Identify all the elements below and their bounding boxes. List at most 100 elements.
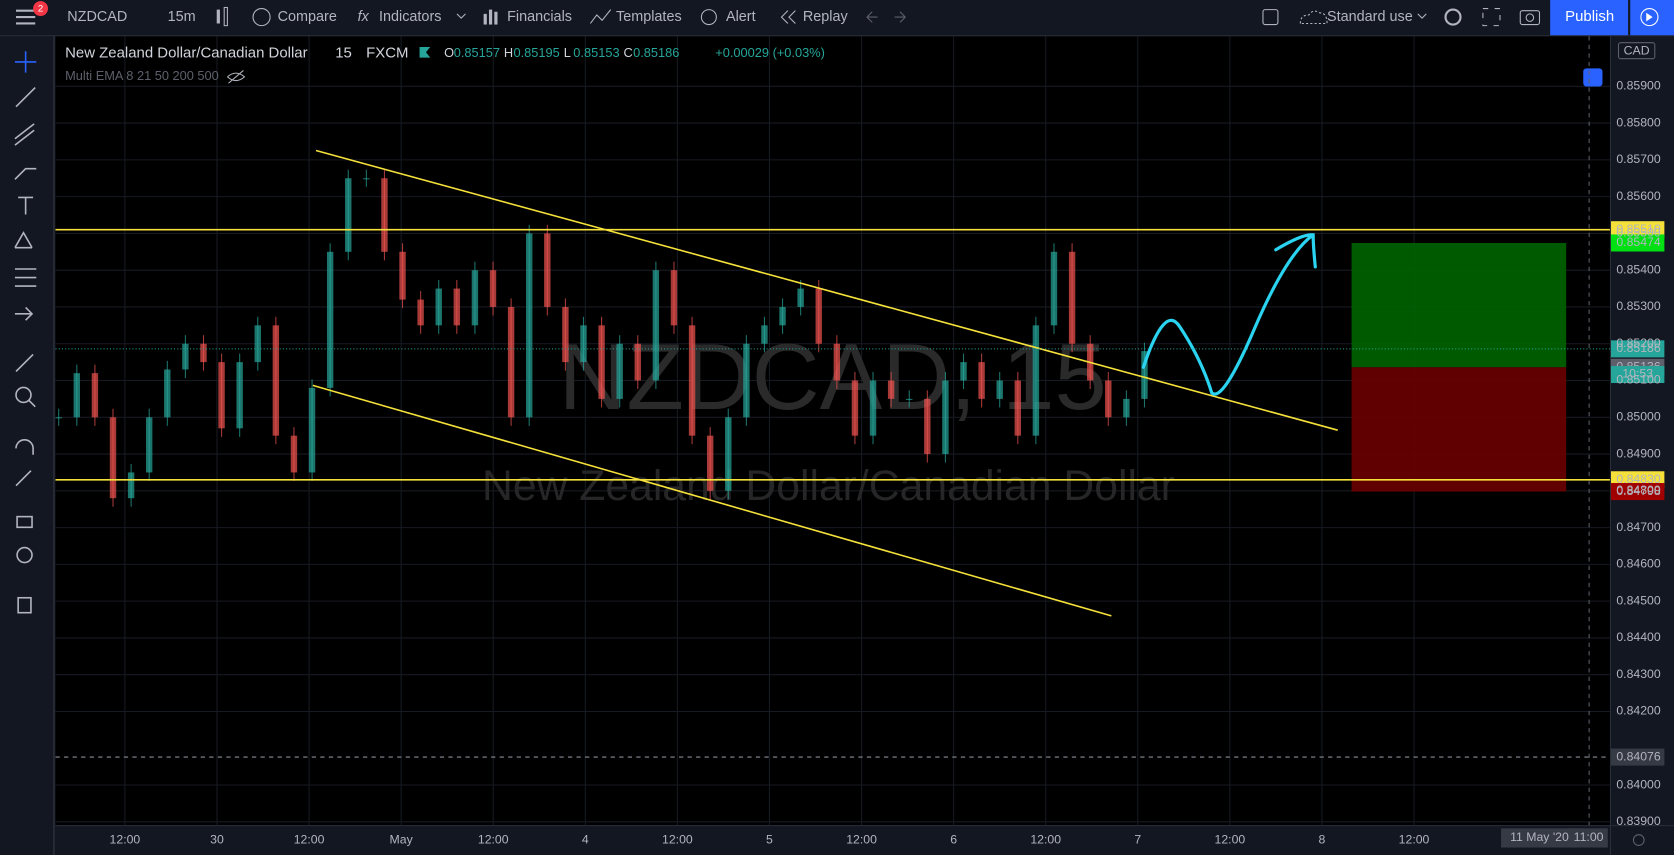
replay[interactable]: Replay (803, 9, 849, 25)
date-label: 11 May '20 (1510, 830, 1569, 844)
projection-arrow (1141, 233, 1317, 396)
candle-body (435, 288, 442, 326)
layout[interactable]: Standard use (1327, 9, 1413, 25)
financials[interactable]: Financials (507, 9, 572, 25)
alert[interactable]: Alert (726, 9, 756, 25)
interval[interactable]: 15m (168, 9, 196, 25)
compare[interactable]: Compare (278, 9, 337, 25)
indicators[interactable]: Indicators (379, 9, 441, 25)
candle-body (562, 306, 569, 363)
candle-body (580, 325, 587, 363)
x-tick-label: 12:00 (662, 832, 693, 846)
x-tick-label: 12:00 (846, 832, 877, 846)
candle-body (1141, 351, 1148, 399)
legend-change: +0.00029 (+0.03%) (715, 45, 825, 60)
candle-body (399, 251, 406, 300)
candle-body (725, 417, 732, 491)
currency-box (1617, 42, 1656, 60)
price-label: 0.84076 (1616, 749, 1661, 763)
countdown-box (1611, 365, 1665, 384)
x-tick-label: 12:00 (1030, 832, 1061, 846)
stop-zone (1351, 367, 1567, 492)
top-toolbar: 2 NZDCAD 15m Compare fx Indicators Finan… (0, 0, 1674, 37)
x-tick-label: 7 (1134, 832, 1141, 846)
x-tick-label: 8 (1319, 832, 1326, 846)
candle-body (833, 343, 841, 381)
candle-body (996, 380, 1003, 399)
candle-body (326, 251, 334, 388)
price-label-box (1611, 221, 1665, 239)
candle-body (743, 343, 750, 418)
candle-body (182, 343, 189, 370)
candle-body (544, 233, 551, 307)
candle-body (1032, 325, 1040, 436)
y-tick-label: 0.85400 (1616, 262, 1661, 276)
y-tick-label: 0.85900 (1616, 79, 1661, 93)
x-tick-label: 5 (766, 832, 773, 846)
candle-body (706, 435, 714, 491)
x-tick-label: 6 (950, 832, 957, 846)
price-label-box (1611, 234, 1665, 252)
candle-body (851, 380, 859, 436)
candle-body (345, 178, 352, 252)
symbol[interactable]: NZDCAD (67, 9, 127, 25)
candle-body (906, 398, 913, 400)
candle-body (55, 417, 62, 419)
y-tick-label: 0.85200 (1616, 336, 1661, 350)
candle-body (797, 288, 804, 307)
candle-body (869, 380, 877, 436)
y-tick-label: 0.84900 (1616, 446, 1661, 460)
publish[interactable]: Publish (1565, 8, 1614, 25)
y-tick-label: 0.84600 (1616, 557, 1661, 571)
levels: 0.855100.854740.851860.851360.848300.847… (55, 221, 1665, 766)
scale-button[interactable] (1583, 68, 1603, 87)
candle-body (526, 233, 533, 418)
candle-body (1105, 380, 1112, 418)
ohlc-key: O (444, 45, 454, 60)
y-tick-label: 0.84800 (1616, 483, 1661, 497)
ohlc-value: 0.85195 (514, 45, 560, 60)
candle-body (381, 178, 388, 252)
publish-button[interactable] (1550, 0, 1629, 36)
fx-icon: fx (358, 9, 370, 25)
candle-body (363, 178, 370, 180)
y-tick-label: 0.85100 (1616, 373, 1661, 387)
price-label: 0.85474 (1616, 235, 1661, 249)
y-tick-label: 0.84700 (1616, 520, 1661, 534)
candle-body (924, 398, 931, 455)
candle-body (489, 270, 497, 307)
candle-body (942, 380, 949, 455)
candle-body (1014, 380, 1022, 436)
candles (55, 169, 1148, 507)
candle-body (598, 325, 605, 399)
candle-body (236, 362, 243, 429)
ohlc-value: 0.85186 (633, 45, 679, 60)
candle-body (453, 288, 461, 326)
templates[interactable]: Templates (616, 9, 682, 25)
y-tick-label: 0.84500 (1616, 593, 1661, 607)
y-tick-label: 0.84000 (1616, 777, 1661, 791)
candle-body (761, 325, 768, 344)
drawings (312, 149, 1338, 617)
settings-icon[interactable] (1632, 834, 1645, 846)
time-label: 11:00 (1574, 830, 1604, 844)
candle-body (145, 417, 153, 473)
candle-body (200, 343, 207, 363)
candle-body (670, 270, 678, 326)
candle-body (417, 299, 424, 326)
price-label-box (1611, 483, 1665, 501)
price-label: 0.85510 (1616, 222, 1661, 236)
position-zones (1351, 242, 1567, 492)
x-tick-label: 12:00 (1215, 832, 1246, 846)
x-tick-label: 12:00 (1399, 832, 1430, 846)
candle-body (308, 387, 316, 473)
y-tick-label: 0.85800 (1616, 115, 1661, 129)
y-tick-label: 0.85000 (1616, 410, 1661, 424)
candle-body (1050, 251, 1058, 326)
ohlc-key: C (623, 45, 632, 60)
price-label-box (1611, 748, 1665, 766)
candle-body (471, 270, 479, 326)
price-label: 0.84798 (1616, 484, 1661, 498)
